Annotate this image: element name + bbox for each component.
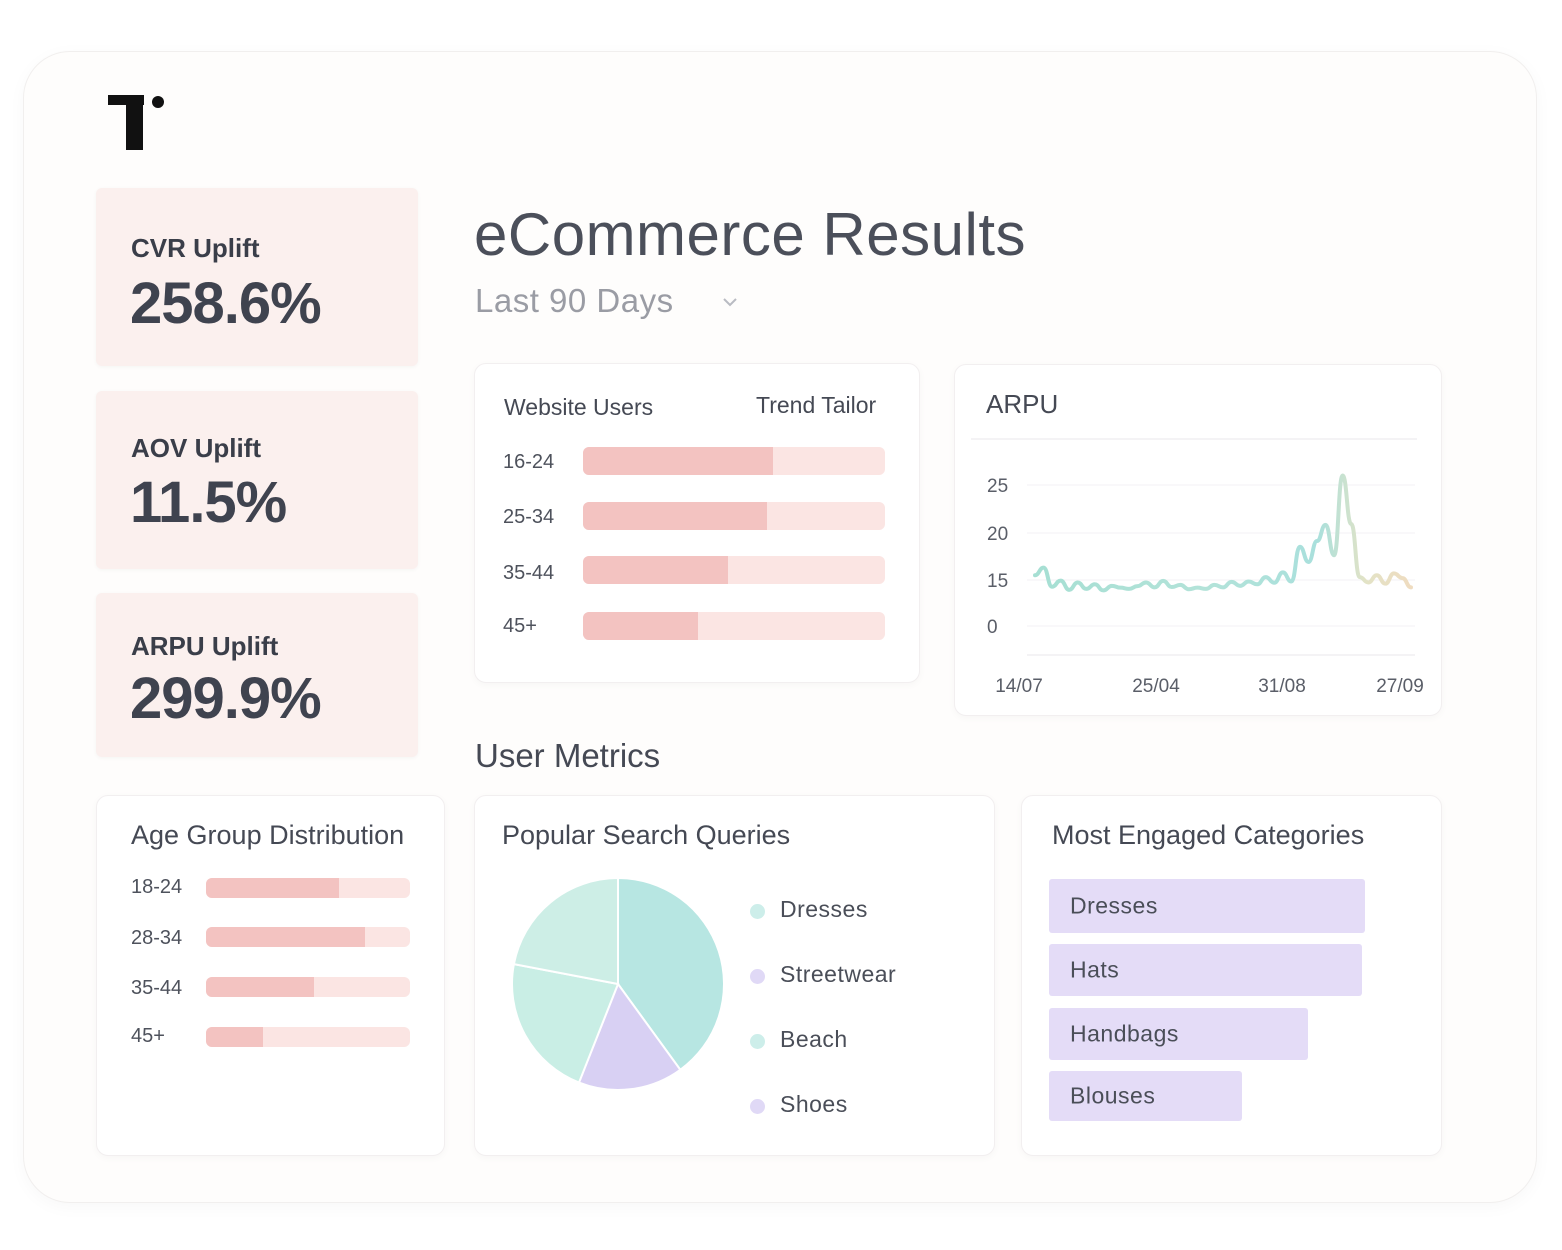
pie-slice-shoes	[512, 876, 619, 986]
bar-track	[206, 1027, 410, 1047]
pie-slice-beach	[511, 962, 620, 1084]
card-title: Age Group Distribution	[131, 820, 405, 850]
category-bar-blouses: Blouses	[1049, 1071, 1242, 1121]
bar-track	[583, 612, 885, 640]
legend-label: Beach	[780, 1026, 848, 1052]
bar-fill	[206, 1027, 264, 1047]
pie-slice-streetwear	[577, 981, 682, 1091]
kpi-card-aov: AOV Uplift 11.5%	[96, 391, 418, 569]
kpi-card-arpu: ARPU Uplift 299.9%	[96, 593, 418, 757]
bar-track	[583, 556, 885, 584]
row-label: 45+	[131, 1025, 165, 1047]
age-distribution-card: Age Group Distribution 18-24 28-34 35-44…	[96, 795, 445, 1156]
arpu-line-chart: 25 20 15 0 14/07 25/04 31/08 27/09	[971, 438, 1424, 697]
row-label: 18-24	[131, 876, 183, 898]
row-label: 35-44	[503, 562, 555, 584]
bar-fill	[583, 556, 728, 584]
y-tick-label: 0	[987, 617, 998, 638]
card-title: Website Users	[504, 394, 654, 420]
bar-fill	[583, 612, 698, 640]
bar-track	[206, 927, 410, 947]
x-tick-label: 14/07	[995, 676, 1043, 697]
card-subtitle: Trend Tailor	[756, 392, 877, 418]
category-bar-dresses: Dresses	[1049, 879, 1365, 933]
y-tick-label: 20	[987, 524, 1008, 545]
legend-label: Streetwear	[780, 961, 897, 987]
category-label: Hats	[1070, 956, 1120, 983]
kpi-value: 11.5%	[130, 470, 287, 535]
category-label: Dresses	[1070, 892, 1158, 919]
arpu-chart-card: ARPU 25 20 15 0 14/07 25/04 31/08 27/09	[954, 364, 1442, 716]
brand-logo	[108, 95, 164, 150]
legend-label: Shoes	[780, 1091, 848, 1117]
category-label: Handbags	[1070, 1020, 1179, 1047]
card-title: Popular Search Queries	[502, 820, 791, 850]
legend-label: Dresses	[780, 896, 868, 922]
bar-track	[206, 977, 410, 997]
bar-fill	[206, 977, 315, 997]
category-bar-handbags: Handbags	[1049, 1008, 1308, 1060]
kpi-label: AOV Uplift	[131, 433, 261, 463]
y-tick-label: 25	[987, 476, 1008, 497]
card-title: Most Engaged Categories	[1052, 820, 1365, 850]
legend-dot	[750, 1034, 765, 1049]
x-tick-label: 27/09	[1376, 676, 1424, 697]
category-bar-hats: Hats	[1049, 944, 1362, 996]
page-title: eCommerce Results	[474, 201, 1026, 268]
bar-track	[583, 502, 885, 530]
x-tick-label: 25/04	[1132, 676, 1180, 697]
kpi-card-cvr: CVR Uplift 258.6%	[96, 188, 418, 366]
row-label: 16-24	[503, 451, 555, 473]
website-users-card: Website Users Trend Tailor 16-24 25-34 3…	[474, 363, 920, 683]
legend-dot	[750, 904, 765, 919]
kpi-label: ARPU Uplift	[131, 631, 279, 661]
section-title-user-metrics: User Metrics	[475, 737, 661, 774]
bar-fill	[583, 447, 774, 475]
bar-track	[206, 878, 410, 898]
legend-dot	[750, 1099, 765, 1114]
x-tick-label: 31/08	[1258, 676, 1306, 697]
bar-track	[583, 447, 885, 475]
legend-dot	[750, 969, 765, 984]
row-label: 45+	[503, 615, 537, 637]
bar-fill	[583, 502, 768, 530]
chart-title: ARPU	[986, 389, 1059, 419]
y-tick-label: 15	[987, 571, 1008, 592]
search-queries-pie-chart	[511, 876, 725, 1091]
chevron-down-icon[interactable]	[722, 296, 738, 308]
bar-fill	[206, 878, 339, 898]
row-label: 28-34	[131, 927, 183, 949]
period-selector-label[interactable]: Last 90 Days	[475, 282, 674, 319]
row-label: 35-44	[131, 977, 183, 999]
kpi-value: 258.6%	[130, 271, 322, 336]
pie-slice-dresses	[617, 876, 725, 1072]
row-label: 25-34	[503, 506, 555, 528]
arpu-series-line	[1033, 473, 1413, 593]
kpi-value: 299.9%	[130, 666, 322, 731]
search-queries-card: Popular Search Queries	[474, 795, 995, 1156]
kpi-label: CVR Uplift	[131, 233, 260, 263]
category-label: Blouses	[1070, 1082, 1156, 1109]
bar-fill	[206, 927, 366, 947]
